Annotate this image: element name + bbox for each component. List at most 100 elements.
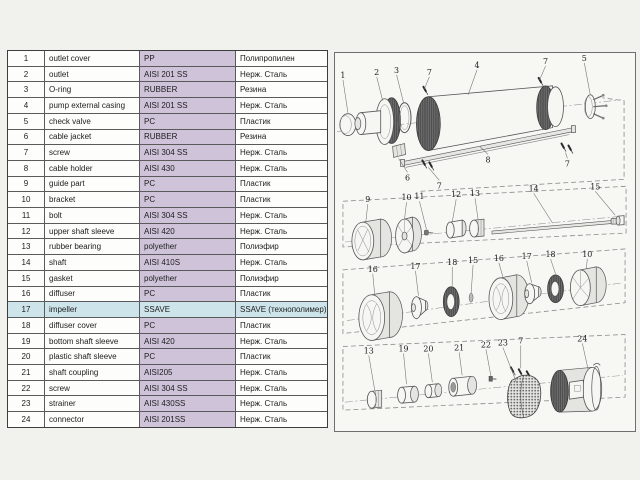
- material-en-cell: PC: [139, 192, 235, 208]
- material-ru-cell: Резина: [235, 82, 327, 98]
- part-number-cell: 14: [21, 257, 31, 267]
- part-gasket-shaft-end: [615, 215, 625, 226]
- part-name-cell: plastic shaft sleeve: [44, 349, 139, 365]
- part-name-cell: cable holder: [44, 160, 139, 176]
- part-number-label: 23: [498, 338, 508, 347]
- leader-line: [415, 270, 419, 296]
- leader-line: [404, 202, 407, 220]
- part-bracket-upper: [395, 216, 422, 254]
- diagram-panel: 1 2 3 7 4 7 5 6 7 8 7 9 10 11 12 13 14 15 16 17 18 15 16 17 18 10…: [334, 52, 636, 432]
- dashed-frame-bottom: [342, 334, 626, 411]
- part-name-cell: guide part: [44, 176, 139, 192]
- leader-line: [533, 193, 553, 224]
- material-en-cell: PC: [139, 349, 235, 365]
- part-name-cell: bracket: [44, 192, 139, 208]
- part-number-label: 21: [454, 343, 464, 352]
- material-ru-cell: Полиэфир: [235, 239, 327, 255]
- material-en-cell: PC: [139, 176, 235, 192]
- part-number-label: 17: [410, 262, 420, 271]
- table-row: 7 screw AISI 304 SS Нерж. Сталь: [8, 144, 327, 160]
- part-number-label: 12: [451, 190, 461, 199]
- table-row: 21 shaft coupling AISI205 Нерж. Сталь: [8, 364, 327, 380]
- table-row: 16 diffuser PC Пластик: [8, 285, 327, 302]
- material-en-cell: AISI 410S: [139, 255, 235, 270]
- material-en-cell: AISI 304 SS: [139, 208, 235, 223]
- part-impeller-1: [411, 296, 429, 320]
- part-plastic-shaft-sleeve: [424, 383, 443, 399]
- part-diffuser-cover-2: [547, 274, 564, 304]
- material-ru-cell: Нерж. Сталь: [235, 255, 327, 270]
- leader-line: [458, 352, 463, 376]
- part-number-cell: 13: [21, 242, 31, 252]
- part-number-cell: 8: [23, 163, 29, 173]
- part-number-label: 13: [470, 189, 480, 198]
- part-number-cell: 18: [21, 320, 31, 330]
- leader-line: [372, 273, 376, 295]
- part-name-cell: outlet cover: [44, 51, 139, 66]
- part-screw-bottom: [488, 376, 497, 382]
- part-name-cell: cable jacket: [44, 129, 139, 145]
- leader-line: [479, 146, 489, 155]
- part-number-label: 22: [481, 340, 491, 349]
- material-en-cell: AISI 420: [139, 223, 235, 239]
- part-name-cell: strainer: [44, 396, 139, 412]
- material-en-cell: polyether: [139, 239, 235, 255]
- leader-line: [582, 343, 589, 371]
- table-row: 18 diffuser cover PC Пластик: [8, 316, 327, 333]
- leader-line: [428, 353, 433, 383]
- material-en-cell: AISI 430: [139, 160, 235, 176]
- parts-table: 1 outlet cover PP Полипропилен 2 outlet AISI 2…: [7, 50, 328, 428]
- part-name-cell: O-ring: [44, 82, 139, 98]
- part-outlet: [354, 97, 401, 145]
- part-number-label: 6: [405, 173, 410, 182]
- part-number-cell: 1: [23, 53, 29, 63]
- leader-line: [595, 191, 616, 216]
- part-number-label: 1: [340, 71, 345, 80]
- leader-line: [376, 76, 383, 101]
- part-name-cell: diffuser: [44, 286, 139, 302]
- part-name-cell: bottom shaft sleeve: [44, 333, 139, 349]
- material-en-cell: PP: [139, 51, 235, 66]
- leader-line: [485, 349, 492, 377]
- part-number-label: 18: [447, 258, 457, 267]
- leader-line: [502, 347, 518, 384]
- table-row: 8 cable holder AISI 430 Нерж. Сталь: [8, 159, 327, 176]
- part-number-label: 16: [368, 265, 378, 274]
- dashed-frame-upper: [420, 97, 625, 192]
- material-ru-cell: Нерж. Сталь: [235, 223, 327, 239]
- part-rubber-bearing-bottom: [366, 389, 383, 409]
- part-number-label: 7: [518, 336, 523, 345]
- part-diffuser-1: [358, 291, 403, 341]
- table-row: 3 O-ring RUBBER Резина: [8, 81, 327, 98]
- part-number-cell: 20: [21, 352, 31, 362]
- part-number-cell: 12: [21, 226, 31, 236]
- part-name-cell: outlet: [44, 66, 139, 82]
- part-number-cell: 15: [21, 273, 31, 283]
- leader-line: [424, 76, 430, 89]
- material-ru-cell: Пластик: [235, 113, 327, 129]
- material-ru-cell: Пластик: [235, 192, 327, 208]
- part-number-cell: 7: [23, 148, 29, 158]
- material-en-cell: AISI205: [139, 365, 235, 380]
- material-ru-cell: Нерж. Сталь: [235, 412, 327, 427]
- leader-line: [584, 62, 591, 95]
- part-number-cell: 2: [23, 69, 29, 79]
- part-name-cell: diffuser cover: [44, 317, 139, 333]
- part-number-label: 16: [494, 254, 504, 263]
- leader-line: [474, 198, 479, 220]
- leader-line: [398, 158, 408, 173]
- leader-line: [526, 260, 532, 283]
- part-number-cell: 17: [8, 302, 44, 317]
- part-number-cell: 22: [21, 383, 31, 393]
- table-row: 17 impeller SSAVE SSAVE (технополимер): [8, 301, 327, 317]
- part-check-valve: [584, 93, 608, 120]
- part-bolt: [424, 229, 434, 236]
- part-number-label: 13: [364, 346, 374, 355]
- part-number-label: 2: [374, 68, 379, 77]
- part-name-cell: pump external casing: [44, 98, 139, 113]
- table-row: 20 plastic shaft sleeve PC Пластик: [8, 348, 327, 365]
- material-ru-cell: Нерж. Сталь: [235, 66, 327, 82]
- material-en-cell: polyether: [139, 270, 235, 286]
